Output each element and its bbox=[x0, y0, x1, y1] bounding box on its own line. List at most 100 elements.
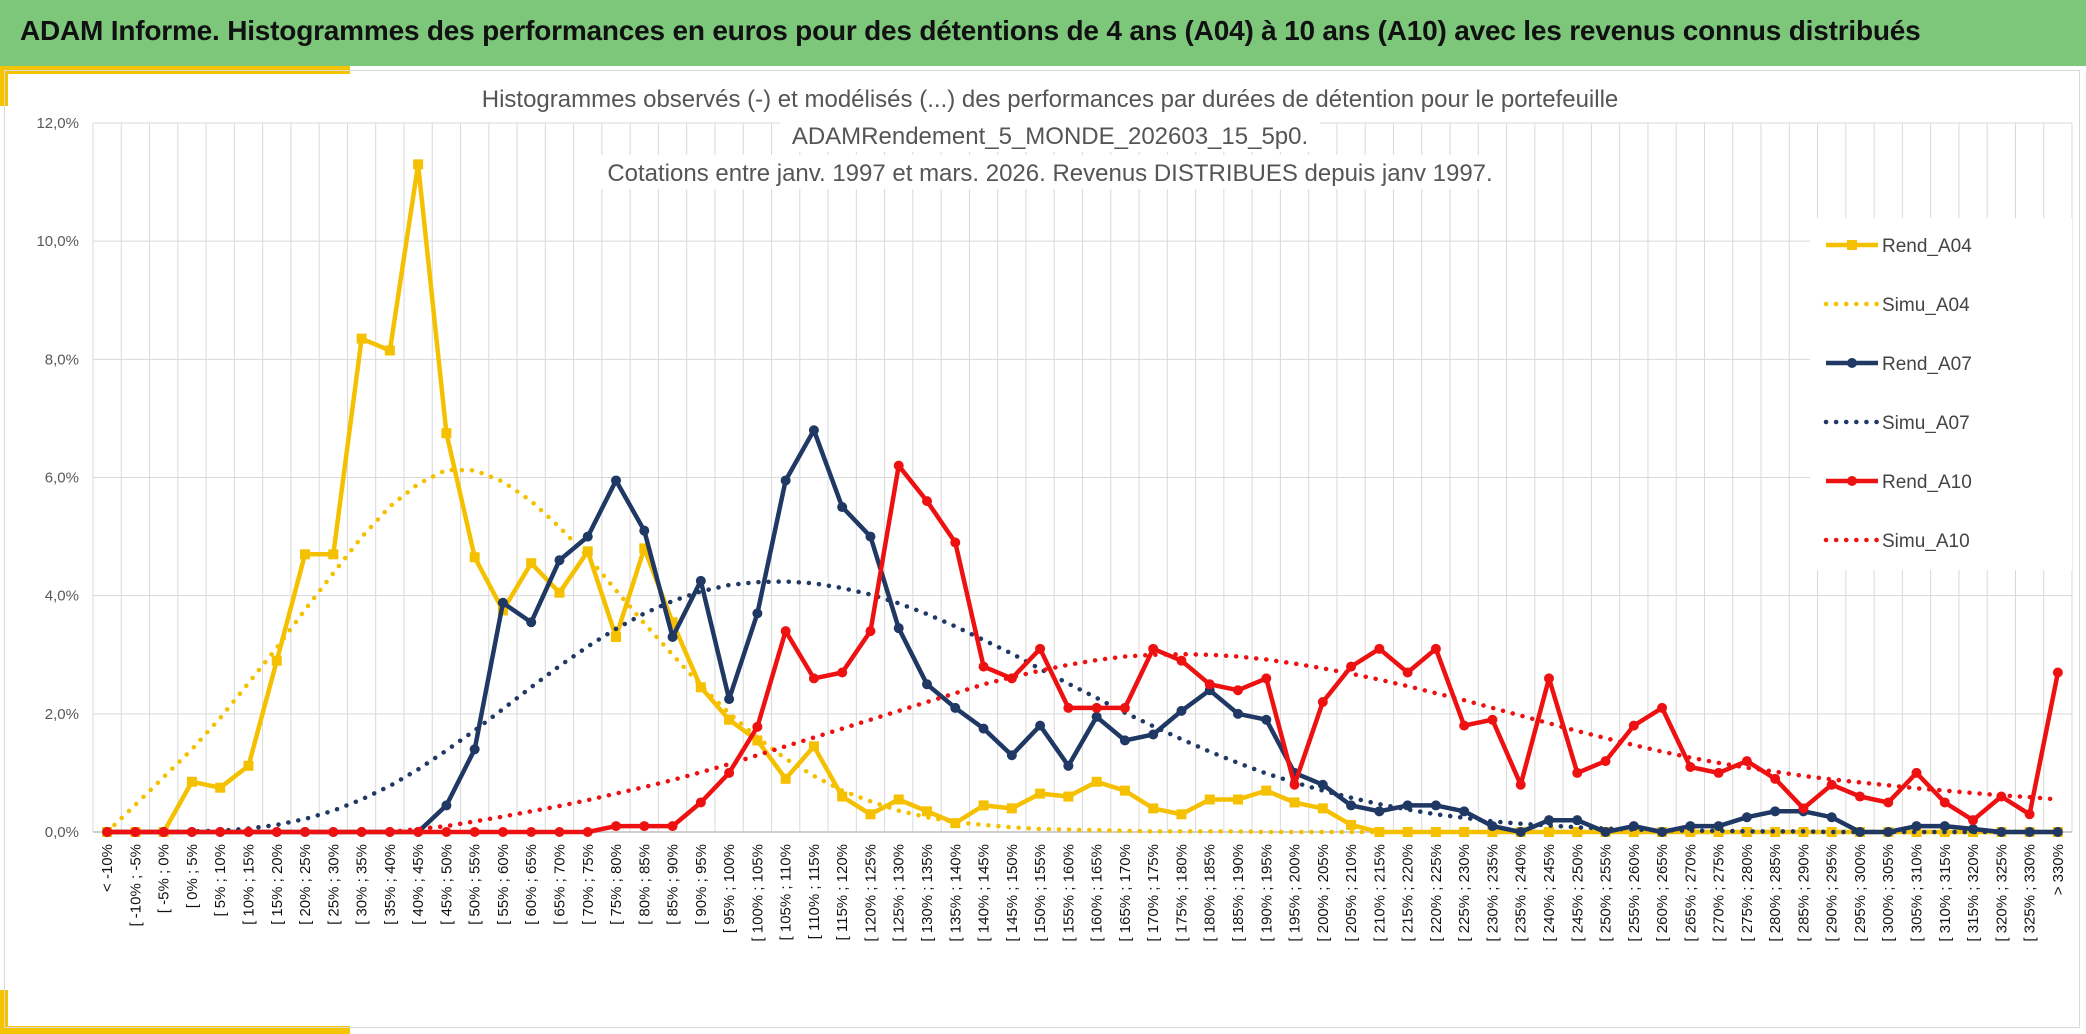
x-tick-label: [ 20% ; 25% bbox=[297, 844, 314, 925]
x-tick-label: [ 250% ; 255% bbox=[1598, 844, 1615, 942]
x-tick-label: [ 320% ; 325% bbox=[1993, 844, 2010, 942]
data-point bbox=[1883, 797, 1894, 808]
data-point bbox=[1119, 735, 1130, 746]
x-tick-label: [ 95% ; 100% bbox=[721, 844, 738, 933]
x-tick-label: [ 120% ; 125% bbox=[862, 844, 879, 942]
data-point bbox=[300, 549, 311, 560]
chart-frame bbox=[4, 70, 2080, 1028]
data-point bbox=[1430, 800, 1441, 811]
data-point bbox=[1148, 729, 1159, 740]
data-point bbox=[780, 773, 791, 784]
data-point bbox=[526, 617, 537, 628]
data-point bbox=[978, 661, 989, 672]
series-lines bbox=[102, 159, 2063, 837]
gridlines bbox=[92, 122, 2073, 833]
data-point bbox=[1232, 794, 1243, 805]
data-point bbox=[554, 827, 565, 837]
x-tick-label: [ 65% ; 70% bbox=[551, 844, 568, 925]
series-line-simu-a10 bbox=[104, 651, 2061, 835]
series-line-simu-a07 bbox=[104, 579, 2061, 835]
data-point bbox=[1232, 708, 1243, 719]
x-tick-label: [ 165% ; 170% bbox=[1117, 844, 1134, 942]
data-point bbox=[300, 827, 311, 837]
data-point bbox=[1035, 643, 1046, 654]
data-point bbox=[611, 821, 622, 832]
data-point bbox=[752, 721, 763, 732]
x-tick-label: [ -10% ; -5% bbox=[127, 844, 144, 927]
data-point bbox=[1713, 827, 1724, 837]
x-tick-label: < -10% bbox=[99, 844, 116, 892]
x-tick-label: > 330% bbox=[2050, 844, 2067, 895]
banner-title: ADAM Informe. Histogrammes des performan… bbox=[20, 15, 1921, 46]
data-point bbox=[1176, 655, 1187, 666]
data-point bbox=[1374, 806, 1385, 817]
data-point bbox=[582, 546, 593, 557]
legend-label-simu-a07: Simu_A07 bbox=[1882, 413, 1970, 434]
data-point bbox=[922, 496, 933, 507]
data-point bbox=[1543, 827, 1554, 837]
data-point bbox=[724, 714, 735, 725]
x-tick-label: [ 265% ; 270% bbox=[1682, 844, 1699, 942]
data-point bbox=[1035, 788, 1046, 799]
data-point bbox=[1826, 779, 1837, 790]
x-tick-label: [ 290% ; 295% bbox=[1824, 844, 1841, 942]
data-point bbox=[611, 632, 622, 643]
data-point bbox=[1204, 794, 1215, 805]
data-point bbox=[469, 552, 480, 563]
x-tick-label: [ 295% ; 300% bbox=[1852, 844, 1869, 942]
x-tick-label: [ 135% ; 140% bbox=[947, 844, 964, 942]
data-point bbox=[1487, 714, 1498, 725]
data-point bbox=[1317, 697, 1328, 708]
title-backdrop bbox=[780, 118, 1320, 152]
data-point bbox=[1091, 776, 1102, 787]
data-point bbox=[639, 525, 650, 536]
data-point bbox=[1091, 711, 1102, 722]
data-point bbox=[526, 558, 537, 569]
legend-label-simu-a04: Simu_A04 bbox=[1882, 295, 1970, 316]
x-tick-label: [ 155% ; 160% bbox=[1060, 844, 1077, 942]
data-point bbox=[1657, 702, 1668, 713]
data-point bbox=[1261, 714, 1272, 725]
data-point bbox=[1939, 821, 1950, 832]
data-point bbox=[1402, 667, 1413, 678]
data-point bbox=[808, 425, 819, 436]
data-point bbox=[2024, 827, 2035, 837]
x-tick-label: [ 25% ; 30% bbox=[325, 844, 342, 925]
data-point bbox=[1685, 821, 1696, 832]
data-point bbox=[1006, 750, 1017, 761]
x-tick-label: [ 105% ; 110% bbox=[778, 844, 795, 940]
data-point bbox=[1289, 797, 1300, 808]
data-point bbox=[1459, 720, 1470, 731]
data-point bbox=[1035, 720, 1046, 731]
data-point bbox=[1261, 785, 1272, 796]
data-point bbox=[1685, 762, 1696, 773]
data-point bbox=[1430, 827, 1441, 837]
data-point bbox=[186, 827, 197, 837]
data-point bbox=[837, 502, 848, 513]
data-point bbox=[1515, 779, 1526, 790]
data-point bbox=[1487, 821, 1498, 832]
x-tick-label: [ 260% ; 265% bbox=[1654, 844, 1671, 942]
data-point bbox=[384, 345, 395, 356]
data-point bbox=[497, 827, 508, 837]
data-point bbox=[1289, 779, 1300, 790]
x-tick-label: [ 150% ; 155% bbox=[1032, 844, 1049, 942]
x-tick-label: [ 195% ; 200% bbox=[1287, 844, 1304, 942]
x-tick-label: [ 305% ; 310% bbox=[1909, 844, 1926, 942]
series-line-rend-a07 bbox=[107, 427, 2058, 835]
legend-marker bbox=[1847, 476, 1857, 486]
x-tick-label: [ -5% ; 0% bbox=[156, 844, 173, 913]
x-tick-label: [ 215% ; 220% bbox=[1400, 844, 1417, 942]
x-tick-label: [ 140% ; 145% bbox=[976, 844, 993, 942]
data-point bbox=[1741, 756, 1752, 767]
x-tick-label: [ 220% ; 225% bbox=[1428, 844, 1445, 942]
data-point bbox=[1770, 806, 1781, 817]
y-tick-label: 10,0% bbox=[36, 233, 79, 250]
data-point bbox=[1346, 819, 1357, 830]
x-tick-label: [ 35% ; 40% bbox=[382, 844, 399, 925]
x-tick-label: [ 245% ; 250% bbox=[1569, 844, 1586, 942]
legend-marker bbox=[1847, 358, 1857, 368]
data-point bbox=[865, 809, 876, 820]
x-tick-label: [ 240% ; 245% bbox=[1541, 844, 1558, 942]
data-point bbox=[469, 827, 480, 837]
